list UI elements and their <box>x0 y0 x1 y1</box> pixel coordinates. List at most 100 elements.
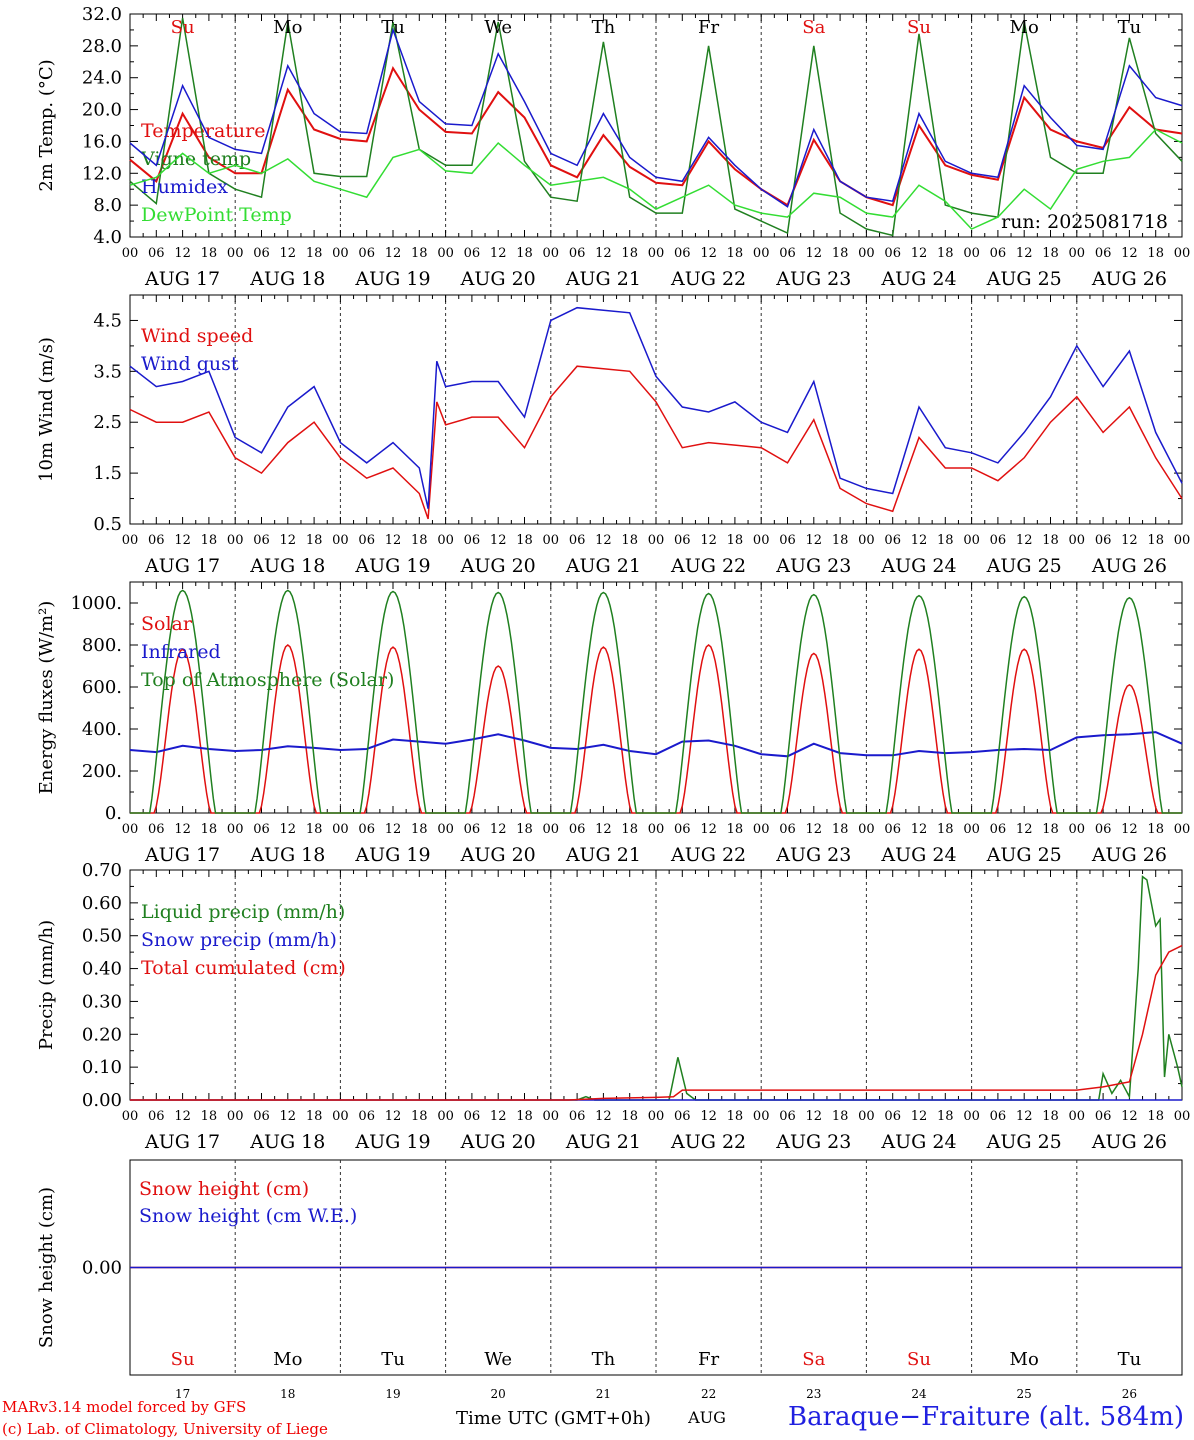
hour-tick-label: 18 <box>727 822 744 837</box>
hour-tick-label: 06 <box>884 246 901 261</box>
date-label: AUG 25 <box>986 1131 1062 1153</box>
y-tick-label: 0.50 <box>82 926 122 947</box>
legend-entry: Liquid precip (mm/h) <box>141 901 345 923</box>
date-label: AUG 18 <box>249 1131 325 1153</box>
hour-tick-label: 06 <box>253 822 270 837</box>
day-number-label: 23 <box>806 1387 821 1401</box>
hour-tick-label: 06 <box>674 533 691 548</box>
series-line-wind-gust <box>129 306 1183 509</box>
hour-tick-label: 00 <box>227 533 244 548</box>
hour-tick-label: 06 <box>779 1109 796 1124</box>
hour-tick-label: 12 <box>700 822 717 837</box>
date-label: AUG 17 <box>144 268 220 290</box>
hour-tick-label: 12 <box>174 822 191 837</box>
date-label: AUG 19 <box>354 844 430 866</box>
weekday-label-top: Mo <box>273 17 302 38</box>
day-number-label: 21 <box>596 1387 611 1401</box>
y-tick-label: 600. <box>82 677 122 698</box>
y-axis-label: Precip (mm/h) <box>36 920 57 1050</box>
series-line-total-cumulated-cm- <box>130 944 1183 1101</box>
hour-tick-label: 18 <box>201 533 218 548</box>
series-line-dewpoint-temp <box>129 128 1183 230</box>
hour-tick-label: 00 <box>1069 1109 1086 1124</box>
hour-tick-label: 18 <box>937 822 954 837</box>
date-label: AUG 25 <box>986 268 1062 290</box>
hour-tick-label: 12 <box>1121 822 1138 837</box>
weekday-label-top: Mo <box>1010 17 1039 38</box>
y-tick-label: 400. <box>82 719 122 740</box>
hour-tick-label: 06 <box>674 822 691 837</box>
y-tick-label: 12.0 <box>82 163 122 184</box>
hour-tick-label: 00 <box>122 246 139 261</box>
hour-tick-label: 12 <box>385 246 402 261</box>
date-label: AUG 22 <box>670 844 746 866</box>
hour-tick-label: 12 <box>806 533 823 548</box>
legend-entry: Humidex <box>141 176 228 198</box>
date-label: AUG 26 <box>1091 844 1167 866</box>
hour-tick-label: 12 <box>280 533 297 548</box>
hour-tick-label: 12 <box>280 246 297 261</box>
y-tick-label: 0.5 <box>93 514 122 535</box>
hour-tick-label: 06 <box>148 246 165 261</box>
weekday-label-bottom: Sa <box>802 1349 825 1370</box>
date-label: AUG 18 <box>249 268 325 290</box>
hour-tick-label: 18 <box>411 533 428 548</box>
legend-entry: Wind speed <box>141 325 253 347</box>
day-number-label: 25 <box>1017 1387 1032 1401</box>
date-label: AUG 20 <box>460 844 536 866</box>
hour-tick-label: 00 <box>543 1109 560 1124</box>
hour-tick-label: 18 <box>621 1109 638 1124</box>
hour-tick-label: 18 <box>1042 246 1059 261</box>
y-tick-label: 200. <box>82 761 122 782</box>
hour-tick-label: 06 <box>884 1109 901 1124</box>
x-axis-title: Time UTC (GMT+0h) <box>456 1408 651 1429</box>
weekday-label-bottom: Th <box>592 1349 616 1370</box>
hour-tick-label: 12 <box>700 1109 717 1124</box>
hour-tick-label: 12 <box>806 246 823 261</box>
panel-5: 0.00 Snow height (cm) Snow height (cm) Snow… <box>36 1159 1183 1376</box>
date-label: AUG 23 <box>775 268 851 290</box>
hour-tick-label: 18 <box>201 246 218 261</box>
hour-tick-label: 00 <box>1069 533 1086 548</box>
hour-tick-label: 00 <box>1174 822 1191 837</box>
hour-tick-label: 00 <box>1069 822 1086 837</box>
y-tick-label: 0.20 <box>82 1024 122 1045</box>
hour-tick-label: 12 <box>280 1109 297 1124</box>
hour-tick-label: 00 <box>753 533 770 548</box>
weekday-label-top: Sa <box>802 17 825 38</box>
hour-tick-label: 00 <box>437 533 454 548</box>
panel-1: 4.0 8.0 12.0 16.0 20.0 24.0 28.0 32.0 2m Temp. (… <box>36 4 1190 290</box>
legend-entry: Total cumulated (cm) <box>141 957 346 979</box>
hour-tick-label: 06 <box>464 533 481 548</box>
panel-2: 0.5 1.5 2.5 3.5 4.5 10m Wind (m/s) Wind speed W… <box>36 294 1190 577</box>
hour-tick-label: 00 <box>332 246 349 261</box>
date-label: AUG 26 <box>1091 268 1167 290</box>
hour-tick-label: 12 <box>911 246 928 261</box>
y-axis-label: Energy fluxes (W/m²) <box>36 601 57 795</box>
hour-tick-label: 18 <box>411 1109 428 1124</box>
weekday-label-bottom: Fr <box>698 1349 719 1370</box>
hour-tick-label: 18 <box>516 533 533 548</box>
hour-tick-label: 00 <box>543 533 560 548</box>
hour-tick-label: 06 <box>779 822 796 837</box>
y-tick-label: 0.00 <box>82 1258 122 1279</box>
hour-tick-label: 00 <box>648 246 665 261</box>
day-number-label: 26 <box>1122 1387 1137 1401</box>
month-label: AUG <box>687 1408 726 1427</box>
weekday-label-bottom: Tu <box>1118 1349 1142 1370</box>
hour-tick-label: 06 <box>1095 822 1112 837</box>
hour-tick-label: 00 <box>543 822 560 837</box>
weekday-label-top: We <box>484 17 512 38</box>
date-label: AUG 19 <box>354 268 430 290</box>
weekday-label-top: Tu <box>381 17 405 38</box>
hour-tick-label: 12 <box>1016 822 1033 837</box>
y-tick-label: 1.5 <box>93 463 122 484</box>
y-axis-label: 10m Wind (m/s) <box>36 337 57 482</box>
y-axis-label: 2m Temp. (°C) <box>36 59 57 191</box>
model-credit: MARv3.14 model forced by GFS <box>2 1398 247 1416</box>
hour-tick-label: 18 <box>1147 246 1164 261</box>
series-line-top-of-atmosphere-solar- <box>130 589 1182 814</box>
hour-tick-label: 18 <box>937 533 954 548</box>
date-label: AUG 20 <box>460 1131 536 1153</box>
panel-3: 0. 200. 400. 600. 800. 1000. Energy fluxes (W/… <box>36 581 1191 866</box>
